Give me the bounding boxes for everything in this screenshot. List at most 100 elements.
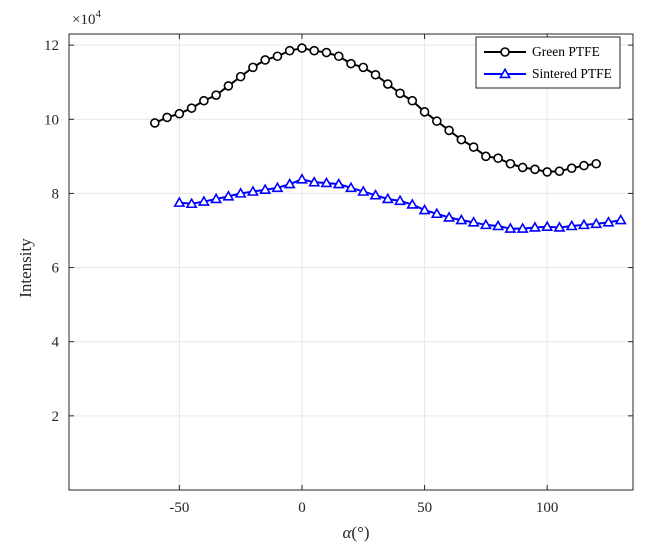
data-point: [150, 118, 160, 128]
data-point: [185, 197, 198, 209]
data-point: [199, 95, 209, 106]
data-point: [505, 158, 516, 169]
data-point: [321, 47, 332, 58]
legend-entry-green-ptfe: [484, 47, 526, 57]
data-point: [260, 55, 270, 65]
y-axis-ticks: 2 4 6 8 10 12: [44, 38, 633, 425]
x-tick-label: 100: [536, 500, 559, 516]
data-point: [284, 45, 295, 56]
data-point: [468, 142, 479, 152]
x-tick-label: 50: [417, 500, 432, 516]
data-point: [346, 58, 356, 69]
data-point: [309, 45, 320, 56]
data-point: [517, 162, 528, 173]
data-point: [223, 81, 234, 91]
data-point: [516, 222, 529, 233]
series-sintered-ptfe: [173, 173, 627, 233]
x-axis-unit: (°): [351, 523, 369, 542]
data-point: [394, 194, 407, 206]
y-tick-label: 4: [52, 335, 60, 351]
data-point: [162, 112, 172, 123]
legend-box: [475, 36, 621, 89]
data-point: [528, 221, 541, 232]
data-point: [432, 116, 442, 126]
data-point: [320, 176, 333, 188]
data-point: [541, 220, 554, 232]
y-tick-label: 10: [44, 112, 59, 128]
x-axis-ticks: -50 0 50 100: [169, 34, 558, 516]
data-point: [272, 51, 283, 62]
data-point: [456, 134, 467, 145]
data-point: [542, 167, 552, 177]
data-point: [577, 218, 590, 230]
y-tick-label: 8: [52, 186, 60, 202]
data-point: [504, 222, 517, 233]
data-point: [382, 79, 393, 89]
data-point: [407, 95, 418, 106]
data-point: [235, 71, 246, 82]
data-point: [479, 218, 492, 230]
y-tick-label: 2: [52, 409, 60, 425]
data-point: [197, 195, 210, 206]
data-point: [395, 88, 405, 99]
data-point: [530, 164, 540, 175]
data-point: [419, 107, 430, 117]
data-point: [259, 183, 272, 194]
legend-label-sintered-ptfe: Sintered PTFE: [532, 66, 612, 81]
data-point: [283, 177, 296, 189]
legend-entry-sintered-ptfe: [484, 67, 526, 79]
y-axis-label: Intensity: [16, 238, 35, 298]
data-point: [553, 221, 566, 232]
data-point: [173, 196, 186, 207]
data-point: [493, 153, 503, 163]
data-point: [443, 211, 456, 222]
plot-frame: [68, 33, 634, 491]
data-point: [406, 198, 419, 209]
data-point: [579, 160, 589, 171]
y-multiplier-exponent: 4: [95, 8, 101, 20]
data-point: [444, 125, 454, 136]
data-point: [271, 181, 284, 193]
x-axis-symbol: α: [342, 523, 352, 542]
data-point: [211, 90, 221, 100]
y-tick-label: 6: [52, 261, 60, 277]
data-point: [308, 176, 321, 187]
data-point: [357, 185, 370, 196]
data-point: [467, 216, 480, 227]
data-point: [222, 190, 235, 201]
data-point: [186, 103, 197, 113]
data-point: [602, 216, 615, 227]
data-point: [591, 158, 602, 169]
data-point: [210, 192, 223, 204]
legend-marker: [499, 67, 511, 79]
x-axis-label: α(°): [342, 523, 369, 542]
data-point: [381, 192, 394, 204]
data-point: [234, 187, 247, 198]
data-point: [590, 217, 603, 229]
x-tick-label: 0: [298, 500, 306, 516]
data-point: [333, 51, 344, 62]
data-point: [358, 62, 369, 73]
legend: Green PTFE Sintered PTFE: [475, 36, 621, 89]
data-point: [455, 213, 468, 225]
x-tick-label: -50: [169, 500, 189, 516]
data-point: [345, 181, 357, 193]
data-point: [332, 177, 345, 189]
legend-marker: [500, 47, 510, 57]
data-point: [174, 108, 185, 119]
data-point: [418, 203, 431, 215]
data-point: [295, 173, 308, 184]
y-multiplier: ×104: [72, 8, 101, 28]
series-green-ptfe: [150, 43, 602, 177]
data-point: [566, 163, 577, 174]
data-point: [370, 69, 381, 80]
data-point: [481, 151, 491, 162]
data-point: [297, 43, 307, 53]
y-tick-label: 12: [44, 38, 59, 54]
data-point: [565, 219, 578, 231]
data-point: [430, 207, 443, 219]
data-point: [369, 189, 382, 200]
data-point: [492, 219, 505, 231]
data-point: [248, 62, 258, 73]
